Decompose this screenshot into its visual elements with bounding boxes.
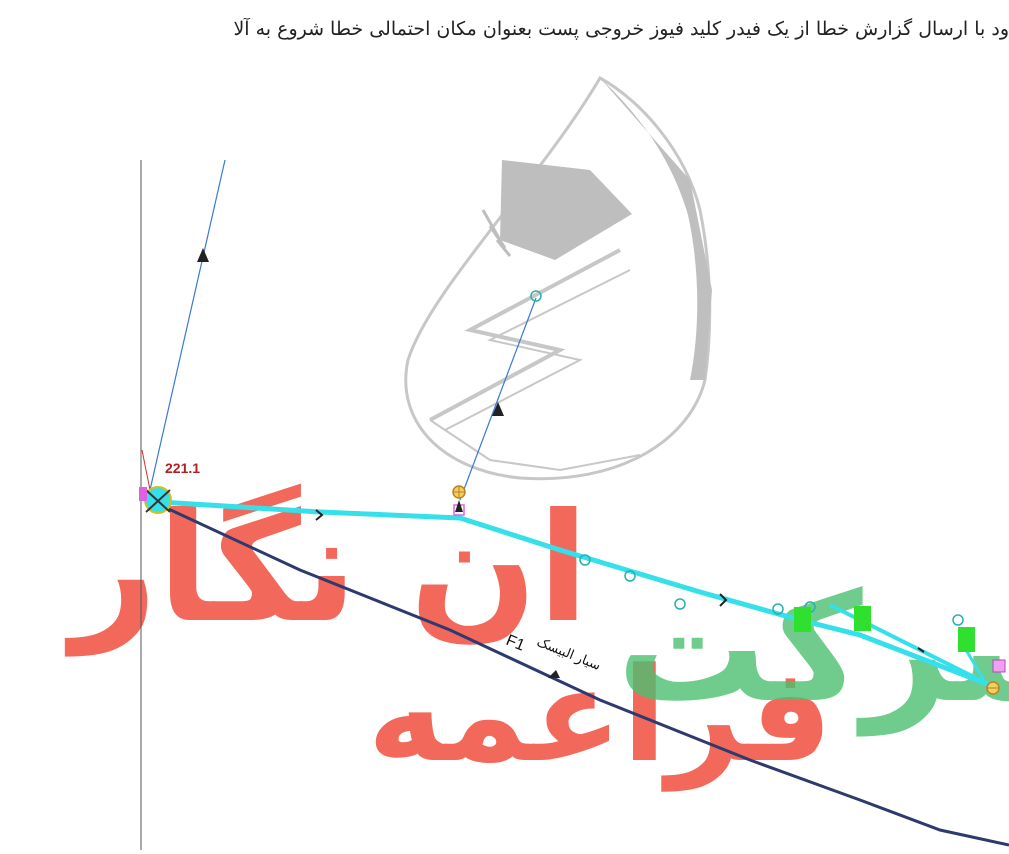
watermark-text-red: ان نگار	[64, 482, 589, 657]
pole-node-icon	[624, 570, 636, 582]
switch-box	[958, 627, 975, 652]
arrow-icon	[197, 248, 209, 262]
feeder-line	[159, 503, 1009, 847]
switch-box	[854, 606, 871, 631]
node-label: 221.1	[165, 460, 200, 476]
watermark-text-green: شرکت	[617, 562, 1009, 737]
watermark-logo	[404, 75, 712, 481]
feeder-arrow-icon	[548, 670, 560, 678]
branch-line-up	[149, 159, 226, 491]
pole-node-icon	[579, 554, 591, 566]
arrow-icon	[492, 402, 504, 416]
source-node-icon	[139, 486, 172, 514]
pole-node-icon	[674, 598, 686, 610]
feeder-id-label: F1	[504, 632, 528, 655]
branch-line-mid	[459, 297, 537, 501]
pole-node-icon	[772, 603, 784, 615]
direction-marker-icon	[719, 593, 728, 607]
pole-node-icon	[952, 614, 964, 626]
direction-marker-icon	[917, 647, 925, 653]
fuse-icon	[452, 485, 466, 516]
header-paragraph: ود با ارسال گزارش خطا از یک فیدر کلید فی…	[233, 18, 1009, 40]
direction-marker-icon	[315, 509, 324, 521]
switch-box	[794, 607, 811, 632]
node-icon	[530, 290, 542, 302]
watermark-text-red2: فراعمه	[367, 639, 832, 792]
red-lead-line	[141, 449, 151, 491]
fuse-icon-end	[986, 659, 1006, 695]
